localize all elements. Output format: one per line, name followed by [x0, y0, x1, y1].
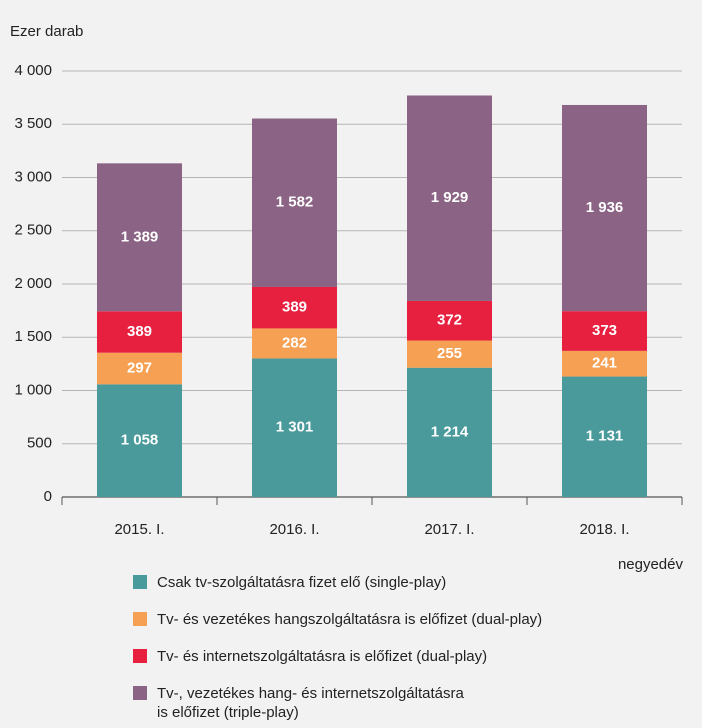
value-label: 1 936 — [586, 199, 624, 216]
x-tick-label: 2017. I. — [424, 521, 474, 538]
y-tick-label: 500 — [27, 435, 52, 452]
bar-segment — [252, 118, 337, 287]
value-label: 1 389 — [121, 228, 159, 245]
bar-segment — [252, 358, 337, 497]
bar-segment — [407, 300, 492, 341]
value-label: 1 131 — [586, 428, 624, 445]
x-tick-label: 2016. I. — [269, 521, 319, 538]
bar-segment — [97, 352, 182, 385]
legend: Csak tv-szolgáltatásra fizet elő (single… — [133, 573, 542, 721]
value-label: 241 — [592, 355, 617, 372]
value-label: 372 — [437, 312, 462, 329]
bar-segment — [407, 367, 492, 497]
bar-segment — [252, 328, 337, 359]
bar-segment — [407, 340, 492, 368]
value-label: 282 — [282, 334, 307, 351]
value-label: 297 — [127, 359, 152, 376]
y-tick-label: 1 000 — [14, 381, 52, 398]
y-tick-label: 3 000 — [14, 168, 52, 185]
y-axis-label: Ezer darab — [10, 23, 83, 40]
value-label: 1 214 — [431, 423, 469, 440]
bar-segment — [252, 286, 337, 329]
value-label: 1 301 — [276, 419, 314, 436]
legend-item: Tv- és internetszolgáltatásra is előfize… — [133, 647, 542, 684]
y-tick-label: 2 500 — [14, 222, 52, 239]
legend-label: Tv- és internetszolgáltatásra is előfize… — [157, 648, 488, 665]
legend-swatch — [133, 612, 147, 626]
value-label: 1 929 — [431, 189, 469, 206]
legend-label: Csak tv-szolgáltatásra fizet elő (single… — [157, 574, 447, 591]
bar-segment — [562, 311, 647, 351]
value-label: 389 — [282, 299, 307, 316]
x-axis-label: negyedév — [618, 556, 684, 573]
legend-label: Tv-, vezetékes hang- és internetszolgált… — [157, 685, 464, 721]
value-label: 373 — [592, 322, 617, 339]
value-label: 255 — [437, 345, 462, 362]
y-tick-label: 4 000 — [14, 62, 52, 79]
y-tick-label: 2 000 — [14, 275, 52, 292]
bar-segment — [562, 376, 647, 497]
bar-segment — [97, 311, 182, 353]
bar-segment — [97, 163, 182, 312]
legend-item: Csak tv-szolgáltatásra fizet elő (single… — [133, 573, 542, 610]
bar-segment — [407, 95, 492, 301]
y-tick-label: 0 — [44, 488, 52, 505]
bar-segment — [562, 104, 647, 312]
value-label: 389 — [127, 323, 152, 340]
legend-item: Tv- és vezetékes hangszolgáltatásra is e… — [133, 610, 542, 647]
value-label: 1 058 — [121, 432, 159, 449]
legend-label: Tv- és vezetékes hangszolgáltatásra is e… — [157, 611, 543, 628]
bar-segment — [97, 384, 182, 497]
x-tick-label: 2018. I. — [579, 521, 629, 538]
y-tick-label: 3 500 — [14, 115, 52, 132]
y-tick-label: 1 500 — [14, 328, 52, 345]
x-tick-label: 2015. I. — [114, 521, 164, 538]
legend-swatch — [133, 649, 147, 663]
bar-segment — [562, 350, 647, 377]
legend-swatch — [133, 686, 147, 700]
legend-swatch — [133, 575, 147, 589]
legend-item: Tv-, vezetékes hang- és internetszolgált… — [133, 684, 542, 721]
value-label: 1 582 — [276, 194, 314, 211]
